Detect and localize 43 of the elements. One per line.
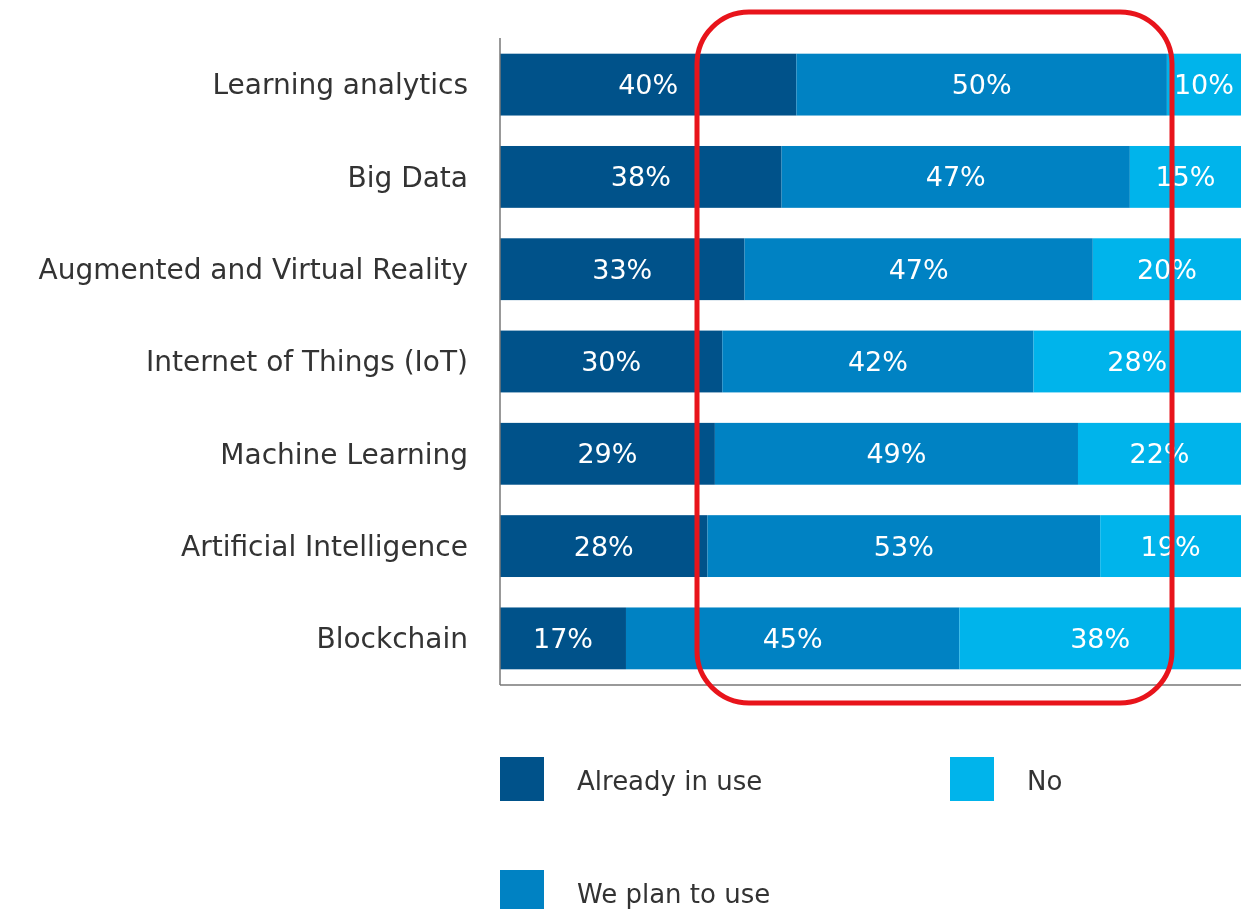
data-label: 47% [925,161,986,193]
y-tick-label: Blockchain [316,622,468,656]
data-label: 38% [610,161,671,193]
bar [500,607,626,670]
data-label: 42% [847,345,908,377]
data-label: 17% [532,622,593,654]
data-label: 53% [873,530,934,562]
data-label: 49% [866,438,927,470]
data-label: 29% [577,438,638,470]
bar [744,238,1093,301]
data-label: 30% [581,345,642,377]
data-label: 28% [1107,345,1168,377]
data-label: 50% [951,69,1012,101]
bar [714,422,1078,485]
bar [500,238,745,301]
data-label: 28% [573,530,634,562]
legend-label: Already in use [577,766,763,797]
y-tick-label: Learning analytics [212,68,468,102]
bar [722,330,1034,393]
bar [500,422,715,485]
legend-label: No [1027,766,1063,797]
bar [500,515,708,578]
bar [781,145,1130,208]
y-tick-label: Augmented and Virtual Reality [38,253,468,286]
bar [500,53,797,116]
bar [959,607,1241,670]
bar [707,515,1101,578]
y-tick-label: Big Data [347,160,468,194]
data-label: 10% [1173,69,1234,101]
bar [1033,330,1241,393]
data-label: 45% [762,622,823,654]
data-label: 38% [1070,622,1131,654]
y-tick-label: Artificial Intelligence [181,529,468,563]
y-tick-label: Internet of Things (IoT) [146,345,468,379]
bar [796,53,1167,116]
bar [625,607,960,670]
data-label: 33% [592,253,653,285]
bar [500,145,782,208]
data-label: 40% [618,69,679,101]
y-tick-label: Machine Learning [220,437,468,471]
bar [500,330,723,393]
legend-label: We plan to use [577,879,771,910]
data-label: 47% [888,253,949,285]
